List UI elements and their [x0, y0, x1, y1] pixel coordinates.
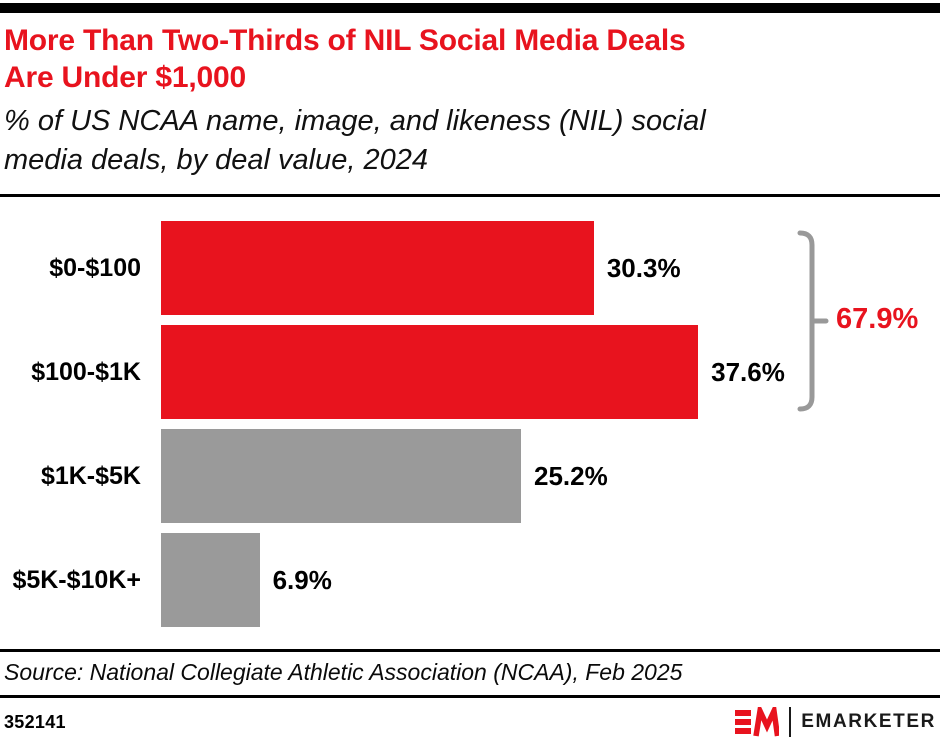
bar-value-label: 6.9% [272, 564, 332, 595]
bar-category-label: $0-$100 [49, 253, 141, 282]
brand-logo: EMARKETER [735, 707, 936, 737]
brace-value-label: 67.9% [836, 303, 919, 335]
footer: 352141 EMARKETER [0, 698, 940, 746]
bar-category-label: $5K-$10K+ [12, 565, 141, 594]
bar-chart: $0-$100 30.3% $100-$1K 37.6% $1K-$5K 25.2% $5K… [0, 197, 940, 649]
bar [161, 221, 594, 315]
bar-row: $5K-$10K+ 6.9% [0, 533, 940, 627]
page-title: More Than Two-Thirds of NIL Social Media… [4, 22, 904, 96]
page-subtitle-line-1: % of US NCAA name, image, and likeness (… [4, 105, 706, 137]
bar-rows: $0-$100 30.3% $100-$1K 37.6% $1K-$5K 25.2% $5K… [0, 221, 940, 627]
bar-row: $1K-$5K 25.2% [0, 429, 940, 523]
bar-row: $100-$1K 37.6% [0, 325, 940, 419]
brace-icon [797, 230, 829, 412]
bar-value-label: 25.2% [534, 460, 608, 491]
bar [161, 429, 521, 523]
bar-category-label: $1K-$5K [40, 461, 141, 490]
page-subtitle: % of US NCAA name, image, and likeness (… [4, 102, 914, 180]
header-divider [0, 194, 940, 197]
page-title-line-2: Are Under $1,000 [4, 61, 246, 94]
page-title-line-1: More Than Two-Thirds of NIL Social Media… [4, 24, 686, 57]
bar-category-label: $100-$1K [31, 357, 141, 386]
bar [161, 533, 260, 627]
top-accent-bar [0, 3, 940, 13]
bar-row: $0-$100 30.3% [0, 221, 940, 315]
logo-wordmark: EMARKETER [801, 711, 936, 732]
header: More Than Two-Thirds of NIL Social Media… [0, 13, 940, 180]
source-line: Source: National Collegiate Athletic Ass… [0, 649, 940, 698]
em-logo-icon [735, 707, 780, 737]
page-subtitle-line-2: media deals, by deal value, 2024 [4, 144, 429, 176]
bar-value-label: 37.6% [711, 356, 785, 387]
bar-value-label: 30.3% [606, 252, 681, 283]
logo-divider [789, 707, 792, 737]
bar [161, 325, 699, 419]
chart-id: 352141 [4, 711, 66, 732]
